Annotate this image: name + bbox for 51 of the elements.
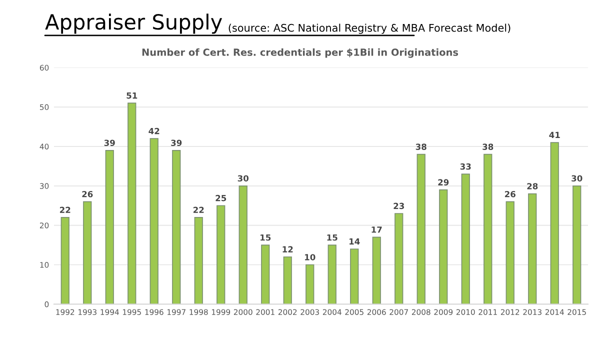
- bar: [283, 256, 292, 304]
- bar: [105, 150, 114, 304]
- chart-title: Appraiser Supply: [45, 14, 222, 34]
- data-label: 33: [460, 163, 471, 170]
- data-label: 51: [126, 92, 138, 99]
- bar: [238, 185, 248, 304]
- data-label: 22: [60, 206, 70, 213]
- bar: [528, 193, 537, 304]
- text: (source: ASC National Registry & MBA Forecast Model): [228, 24, 510, 34]
- data-label: 14: [350, 238, 360, 244]
- bar: [60, 217, 70, 304]
- data-label: 23: [394, 202, 404, 210]
- data-label: 25: [216, 194, 226, 202]
- bar: [328, 244, 336, 304]
- bar: [306, 264, 314, 304]
- bar: [194, 217, 203, 304]
- bar: [484, 154, 492, 304]
- bar: [372, 236, 381, 304]
- bar: [83, 201, 92, 304]
- data-label: 17: [372, 226, 382, 233]
- data-label: 39: [171, 140, 182, 146]
- data-label: 29: [438, 179, 449, 186]
- data-label: 22: [193, 206, 204, 213]
- bar: [350, 248, 359, 304]
- bar: [550, 142, 559, 304]
- data-label: 41: [549, 132, 560, 138]
- bar: [216, 205, 226, 304]
- bar: [261, 244, 270, 304]
- data-label: 12: [282, 246, 293, 252]
- data-label: 10: [305, 254, 316, 260]
- data-label: 26: [82, 190, 93, 198]
- data-label: 15: [327, 234, 338, 241]
- bar: [572, 185, 582, 304]
- bar: [416, 154, 426, 304]
- bar: [461, 174, 470, 304]
- chart-subtitle: Number of Cert. Res. credentials per $1Bil in Originations: [142, 48, 458, 58]
- bar: [394, 213, 404, 304]
- data-label: 38: [416, 144, 426, 150]
- data-label: 42: [148, 128, 160, 134]
- data-label: 39: [104, 140, 115, 146]
- data-label: 15: [260, 234, 271, 241]
- data-label: 30: [238, 175, 249, 182]
- bar: [128, 102, 136, 304]
- data-label: 30: [572, 175, 582, 182]
- bar: [439, 189, 448, 304]
- data-label: 26: [504, 190, 516, 198]
- bar: [506, 201, 514, 304]
- data-label: 38: [482, 144, 494, 150]
- bar: [150, 138, 158, 304]
- bar: [172, 150, 181, 304]
- data-label: 28: [527, 183, 538, 190]
